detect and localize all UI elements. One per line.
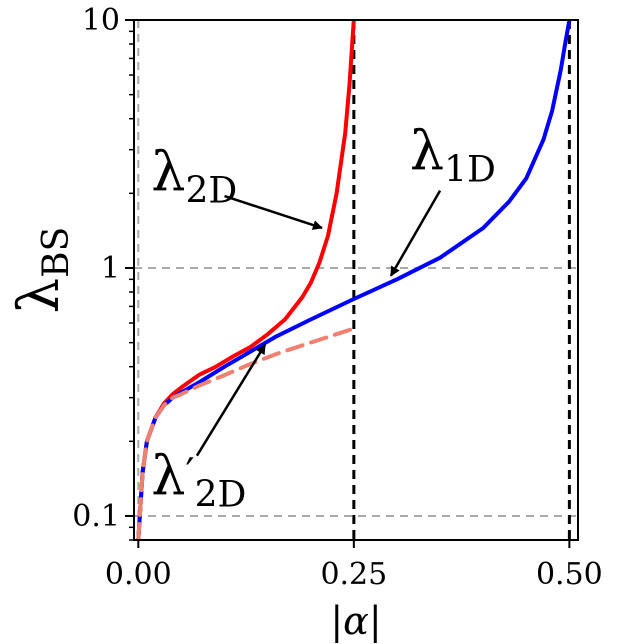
- x-axis-title: |α|: [330, 599, 381, 643]
- series-layer: [136, 20, 572, 540]
- ann-1d-arrow: [389, 190, 442, 277]
- ann-1d-sub: 1D: [444, 149, 496, 190]
- y-axis-title-sub: BS: [36, 227, 77, 278]
- ann-2dp-prime: ′: [185, 451, 194, 497]
- ann-2dp-label: λ′2D: [151, 445, 246, 516]
- ann-2dp-symbol: λ: [151, 445, 185, 508]
- x-tick-label: 0.50: [536, 557, 603, 592]
- ann-2d-symbol: λ: [151, 141, 185, 204]
- ann-2d-label: λ2D: [151, 141, 237, 212]
- x-tick-label: 0.00: [105, 557, 172, 592]
- x-tick-label: 0.25: [320, 557, 387, 592]
- y-tick-label: 1: [101, 251, 120, 286]
- reference-lines: [134, 20, 578, 540]
- ticks-layer: 0.00 0.25 0.50 0.1 1 10: [72, 3, 602, 592]
- y-tick-label: 0.1: [72, 499, 120, 534]
- svg-text:λBS: λBS: [7, 227, 77, 314]
- y-axis-title-symbol: λ: [7, 278, 72, 314]
- y-axis-title: λBS: [7, 227, 77, 314]
- ann-1d-label: λ1D: [410, 119, 496, 190]
- y-tick-label: 10: [82, 3, 120, 38]
- ann-2d-arrow: [224, 194, 323, 230]
- ann-2dp-arrow: [195, 343, 267, 457]
- series-2D-prime: [136, 326, 356, 540]
- ann-1d-symbol: λ: [410, 119, 444, 182]
- ann-2dp-sub: 2D: [195, 475, 247, 516]
- ann-2d-sub: 2D: [185, 171, 237, 212]
- plot-background: [134, 20, 578, 540]
